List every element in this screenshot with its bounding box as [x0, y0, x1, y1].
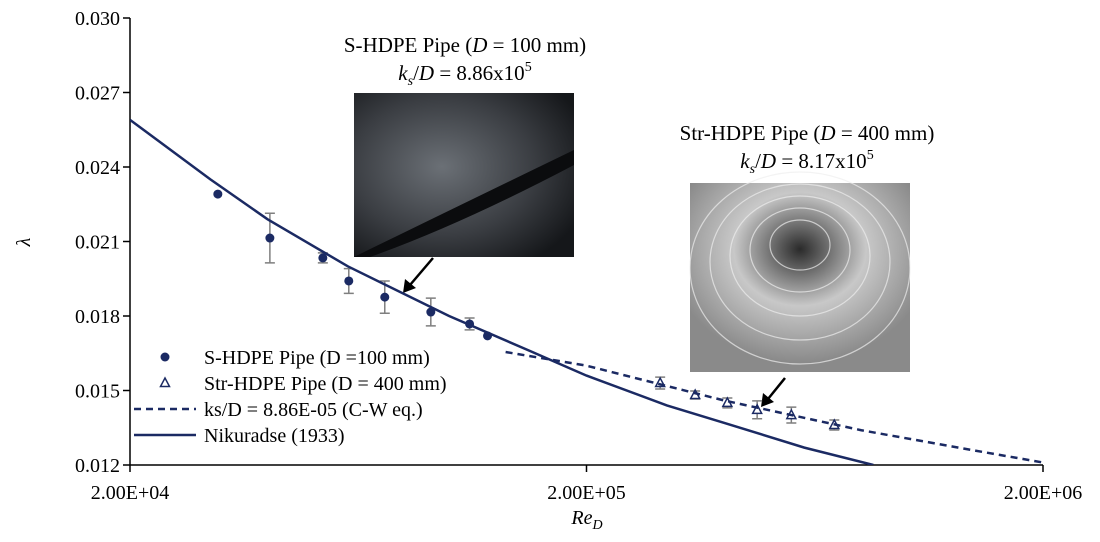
curve — [505, 350, 1043, 464]
annotation-part: / — [413, 61, 419, 85]
x-axis-label: ReD — [570, 507, 602, 533]
data-point — [318, 253, 328, 263]
annotation-part: D — [418, 61, 434, 85]
pipe-photo-shadow — [354, 150, 574, 257]
data-point — [213, 189, 223, 199]
data-point — [265, 233, 275, 243]
legend-label: ks/D = 8.86E-05 (C-W eq.) — [204, 399, 423, 421]
y-axis-label: λ — [13, 237, 35, 247]
annotation-title: Str-HDPE Pipe (D = 400 mm) — [680, 121, 935, 145]
plot-area — [130, 118, 1043, 465]
annotation-part: = 8.17x10 — [776, 149, 867, 173]
legend-label: S-HDPE Pipe (D =100 mm) — [204, 347, 430, 369]
y-tick-label: 0.018 — [75, 306, 120, 328]
curve — [130, 118, 874, 465]
legend: S-HDPE Pipe (D =100 mm) Str-HDPE Pipe (D … — [134, 347, 447, 447]
y-tick-label: 0.015 — [75, 381, 120, 403]
legend-label: Str-HDPE Pipe (D = 400 mm) — [204, 373, 447, 395]
x-axis-label-part: Re — [570, 507, 592, 529]
annotation-part: 5 — [525, 60, 532, 75]
data-point — [344, 276, 354, 286]
x-axis-label-part: D — [591, 518, 602, 533]
annotation-part: k — [398, 61, 408, 85]
annotation-part: Str-HDPE Pipe ( — [680, 121, 821, 145]
y-tick-label: 0.012 — [75, 455, 120, 477]
annotation-title: S-HDPE Pipe (D = 100 mm) — [344, 33, 586, 57]
annotation-part: S-HDPE Pipe ( — [344, 33, 472, 57]
x-tick-label: 2.00E+05 — [547, 482, 626, 504]
annotation-part: D — [471, 33, 487, 57]
annotation-roughness: ks/D = 8.17x105 — [740, 148, 873, 177]
annotation-part: D — [760, 149, 776, 173]
arrow — [403, 257, 786, 407]
annotation-part: s — [408, 74, 414, 89]
data-point — [426, 307, 436, 317]
y-tick-label: 0.030 — [75, 8, 120, 30]
data-point — [751, 403, 763, 415]
annotation-part: s — [750, 162, 756, 177]
annotation-part: / — [755, 149, 761, 173]
legend-swatch — [159, 376, 171, 388]
pipe-photo — [690, 183, 910, 372]
data-point — [380, 292, 390, 302]
annotation-part: 5 — [867, 148, 874, 163]
annotation-part: = 8.86x10 — [434, 61, 525, 85]
annotation-roughness: ks/D = 8.86x105 — [398, 60, 531, 89]
legend-label: Nikuradse (1933) — [204, 425, 345, 447]
y-tick-label: 0.027 — [75, 83, 120, 105]
annotation-part: D — [819, 121, 835, 145]
y-tick-label: 0.024 — [75, 157, 120, 179]
x-tick-label: 2.00E+04 — [91, 482, 170, 504]
y-tick-label: 0.021 — [75, 232, 120, 254]
annotation-part: = 100 mm) — [487, 33, 586, 57]
pipe-rings — [689, 171, 911, 365]
annotation-part: = 400 mm) — [836, 121, 935, 145]
legend-swatch — [160, 352, 170, 362]
x-tick-label: 2.00E+06 — [1004, 482, 1083, 504]
annotation-part: k — [740, 149, 750, 173]
